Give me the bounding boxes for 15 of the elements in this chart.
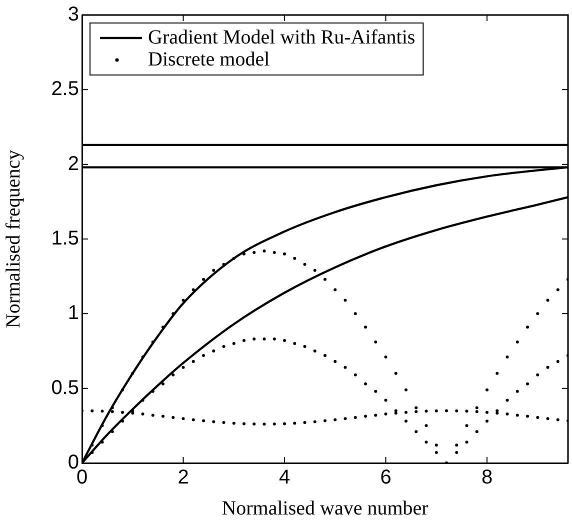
y-tick-label: 0.5 bbox=[51, 376, 79, 399]
y-axis-title: Normalised frequency bbox=[2, 150, 24, 328]
x-tick-label: 6 bbox=[380, 466, 392, 489]
legend-label: Gradient Model with Ru-Aifantis bbox=[148, 26, 416, 48]
y-tick-label: 1.5 bbox=[51, 228, 79, 250]
y-tick-label: 3 bbox=[68, 4, 79, 26]
x-tick-label: 4 bbox=[278, 466, 290, 489]
y-tick-label: 1 bbox=[68, 302, 79, 324]
x-axis-title: Normalised wave number bbox=[222, 497, 429, 520]
x-tick-label: 2 bbox=[178, 466, 189, 489]
y-tick-label: 2 bbox=[68, 152, 79, 175]
legend-label: Discrete model bbox=[148, 48, 270, 70]
x-tick-label: 8 bbox=[481, 466, 493, 489]
y-tick-label: 2.5 bbox=[51, 78, 79, 100]
y-tick-label: 0 bbox=[68, 452, 79, 474]
